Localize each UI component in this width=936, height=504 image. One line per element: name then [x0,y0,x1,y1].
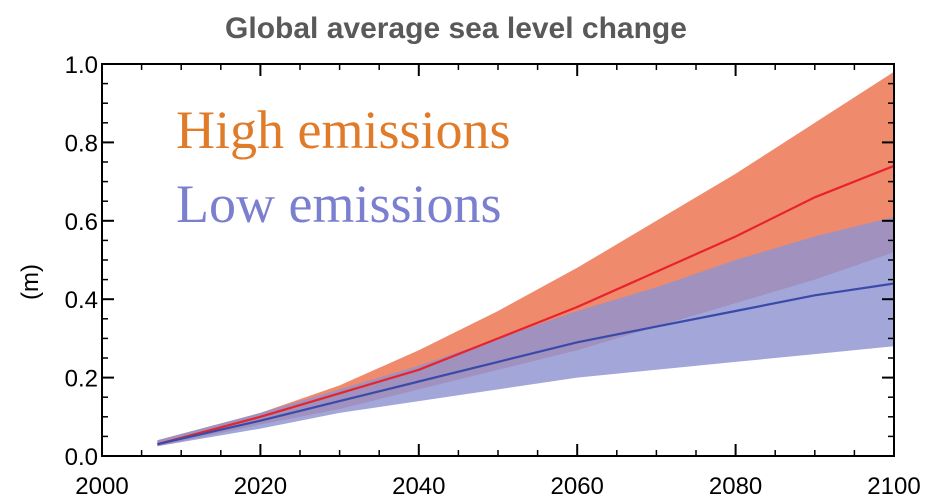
x-tick-label: 2060 [551,473,604,500]
line-high-emissions [157,164,895,446]
legend-entry: Low emissions [176,174,502,234]
x-tick-label: 2020 [234,473,287,500]
y-tick-label: 0.2 [65,366,98,393]
mean-lines [157,164,895,446]
x-tick-label: 2000 [75,473,128,500]
uncertainty-bands [157,71,894,447]
y-tick-label: 0.4 [65,287,98,314]
x-tick-label: 2040 [392,473,445,500]
y-tick-label: 1.0 [65,52,98,79]
x-tick-label: 2080 [709,473,762,500]
band-low-emissions [157,216,894,447]
y-axis-label: (m) [17,264,44,300]
axes: 2000 2020 2040 2060 2080 2100 0.0 0.2 0.4 0.6 0.8 1… [65,52,921,500]
x-tick-label: 2100 [867,473,920,500]
y-tick-label: 0.6 [65,209,98,236]
legend: High emissions Low emissions [176,100,511,234]
legend-entry: High emissions [176,100,511,160]
line-low-emissions [157,282,895,446]
y-tick-label: 0.0 [65,444,98,471]
y-tick-label: 0.8 [65,130,98,157]
chart-title: Global average sea level change [225,12,687,45]
